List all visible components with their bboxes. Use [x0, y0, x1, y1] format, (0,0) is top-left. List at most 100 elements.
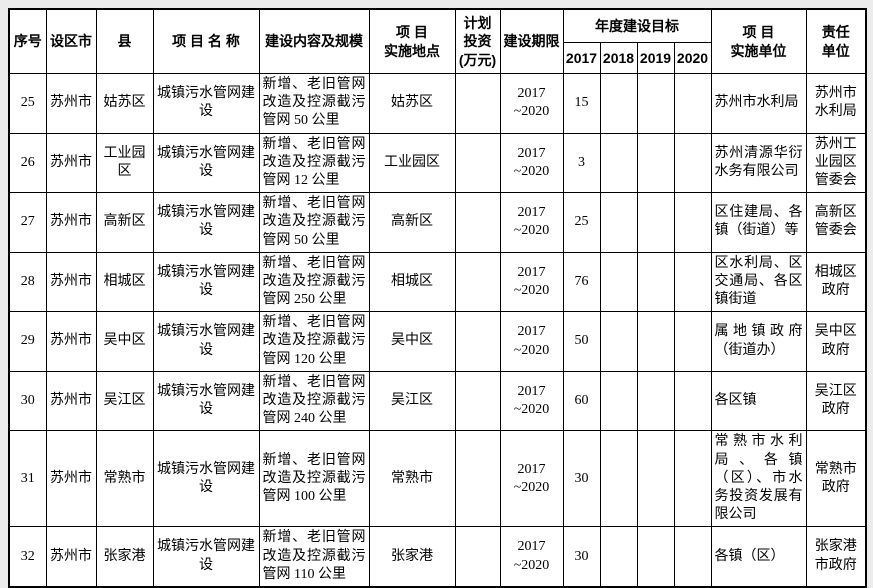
table-row: 30 苏州市 吴江区 城镇污水管网建设 新增、老旧管网改造及控源截污管网 240 公里吴…	[8, 370, 867, 432]
cell-y2019	[636, 526, 675, 588]
cell-county: 姑苏区	[95, 73, 154, 134]
cell-location: 工业园区	[368, 132, 456, 194]
cell-implementer: 区水利局、区交通局、各区镇街道	[710, 251, 807, 313]
cell-investment	[454, 526, 501, 588]
cell-location: 吴江区	[368, 370, 456, 432]
cell-responsible: 吴中区 政府	[805, 311, 867, 372]
cell-city: 苏州市	[45, 430, 97, 528]
cell-y2018	[599, 192, 638, 253]
cell-y2017: 15	[562, 73, 601, 134]
cell-responsible: 常熟市 政府	[805, 430, 867, 528]
cell-y2017: 60	[562, 370, 601, 432]
cell-project: 城镇污水管网建设	[152, 251, 260, 313]
cell-city: 苏州市	[45, 192, 97, 253]
cell-y2018	[599, 430, 638, 528]
cell-y2018	[599, 132, 638, 194]
cell-county: 高新区	[95, 192, 154, 253]
cell-project: 城镇污水管网建设	[152, 311, 260, 372]
header-year-2020: 2020	[673, 42, 712, 74]
header-no: 序号	[8, 8, 47, 74]
cell-y2018	[599, 251, 638, 313]
cell-project: 城镇污水管网建设	[152, 370, 260, 432]
cell-county: 常熟市	[95, 430, 154, 528]
cell-y2017: 25	[562, 192, 601, 253]
project-table: 序号 设区市 县 项 目 名 称 建设内容及规模 项 目 实施地点 计划 投资 …	[8, 8, 867, 588]
cell-project: 城镇污水管网建设	[152, 132, 260, 194]
cell-county: 相城区	[95, 251, 154, 313]
cell-city: 苏州市	[45, 526, 97, 588]
cell-no: 29	[8, 311, 47, 372]
cell-y2017: 30	[562, 430, 601, 528]
cell-location: 相城区	[368, 251, 456, 313]
cell-implementer: 苏州市水利局	[710, 73, 807, 134]
cell-no: 26	[8, 132, 47, 194]
header-county: 县	[95, 8, 154, 74]
cell-implementer: 常熟市水利局、各镇（区）、市水务投资发展有限公司	[710, 430, 807, 528]
cell-y2019	[636, 370, 675, 432]
cell-responsible: 吴江区 政府	[805, 370, 867, 432]
cell-period: 2017 ~2020	[499, 132, 564, 194]
cell-responsible: 相城区 政府	[805, 251, 867, 313]
header-annual-goal: 年度建设目标	[562, 8, 712, 43]
cell-content: 新增、老旧管网改造及控源截污管网 12 公里	[258, 132, 370, 194]
cell-y2019	[636, 73, 675, 134]
table-row: 31 苏州市 常熟市 城镇污水管网建设 新增、老旧管网改造及控源截污管网 100 公里 常…	[8, 430, 867, 528]
cell-city: 苏州市	[45, 132, 97, 194]
cell-y2019	[636, 251, 675, 313]
cell-period: 2017 ~2020	[499, 526, 564, 588]
cell-period: 2017 ~2020	[499, 430, 564, 528]
cell-period: 2017 ~2020	[499, 251, 564, 313]
header-year-2017: 2017	[562, 42, 601, 74]
table-row: 26 苏州市 工业园区 城镇污水管网建设 新增、老旧管网改造及控源截污管网 12 公里工…	[8, 132, 867, 194]
header-location: 项 目 实施地点	[368, 8, 456, 74]
document-page: 序号 设区市 县 项 目 名 称 建设内容及规模 项 目 实施地点 计划 投资 …	[8, 8, 867, 588]
cell-y2019	[636, 430, 675, 528]
cell-no: 27	[8, 192, 47, 253]
header-content: 建设内容及规模	[258, 8, 370, 74]
cell-y2020	[673, 526, 712, 588]
cell-project: 城镇污水管网建设	[152, 73, 260, 134]
cell-y2017: 3	[562, 132, 601, 194]
cell-content: 新增、老旧管网改造及控源截污管网 250 公里	[258, 251, 370, 313]
cell-location: 张家港	[368, 526, 456, 588]
cell-y2017: 30	[562, 526, 601, 588]
cell-implementer: 区住建局、各镇（街道）等	[710, 192, 807, 253]
header-year-2018: 2018	[599, 42, 638, 74]
cell-y2020	[673, 132, 712, 194]
cell-y2018	[599, 311, 638, 372]
cell-investment	[454, 251, 501, 313]
cell-no: 32	[8, 526, 47, 588]
cell-content: 新增、老旧管网改造及控源截污管网 240 公里	[258, 370, 370, 432]
header-investment: 计划 投资 (万元)	[454, 8, 501, 74]
cell-period: 2017 ~2020	[499, 73, 564, 134]
cell-city: 苏州市	[45, 73, 97, 134]
cell-responsible: 苏州工业园区管委会	[805, 132, 867, 194]
cell-y2020	[673, 251, 712, 313]
cell-implementer: 各区镇	[710, 370, 807, 432]
cell-implementer: 苏州清源华衍水务有限公司	[710, 132, 807, 194]
cell-location: 高新区	[368, 192, 456, 253]
cell-responsible: 苏州市 水利局	[805, 73, 867, 134]
cell-project: 城镇污水管网建设	[152, 430, 260, 528]
cell-no: 28	[8, 251, 47, 313]
cell-responsible: 高新区 管委会	[805, 192, 867, 253]
cell-location: 姑苏区	[368, 73, 456, 134]
cell-y2017: 76	[562, 251, 601, 313]
cell-content: 新增、老旧管网改造及控源截污管网 100 公里	[258, 430, 370, 528]
cell-investment	[454, 132, 501, 194]
cell-y2018	[599, 526, 638, 588]
cell-project: 城镇污水管网建设	[152, 192, 260, 253]
cell-investment	[454, 192, 501, 253]
cell-y2018	[599, 73, 638, 134]
header-implementer: 项 目 实施单位	[710, 8, 807, 74]
cell-investment	[454, 73, 501, 134]
cell-county: 吴江区	[95, 370, 154, 432]
header-city: 设区市	[45, 8, 97, 74]
header-responsible: 责任 单位	[805, 8, 867, 74]
cell-project: 城镇污水管网建设	[152, 526, 260, 588]
cell-no: 31	[8, 430, 47, 528]
cell-county: 张家港	[95, 526, 154, 588]
cell-investment	[454, 370, 501, 432]
cell-no: 25	[8, 73, 47, 134]
table-row: 25 苏州市 姑苏区 城镇污水管网建设 新增、老旧管网改造及控源截污管网 50 公里 姑苏…	[8, 73, 867, 134]
